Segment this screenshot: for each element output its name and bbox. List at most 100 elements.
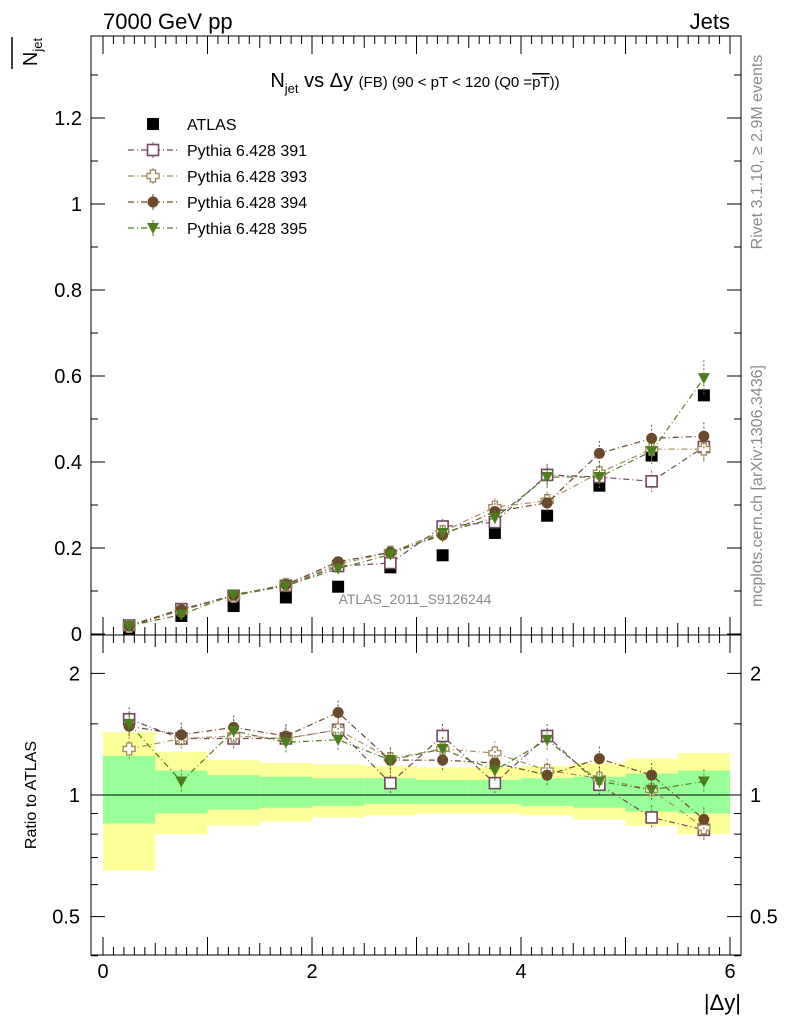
main-title-close: )): [550, 74, 560, 91]
ratio-line-Pythia 6.428 393: [129, 729, 705, 829]
data-point: [436, 549, 449, 562]
legend-marker: [147, 118, 159, 130]
ratio-line-Pythia 6.428 395: [128, 723, 704, 791]
main-ytick-label: 0.2: [54, 538, 82, 560]
data-point: [227, 600, 240, 613]
ratio-plot-frame: [90, 634, 742, 956]
legend-marker: [146, 169, 160, 183]
main-ytick-label: 1: [71, 194, 82, 216]
data-point: [541, 497, 553, 509]
legend-label: Pythia 6.428 394: [187, 195, 307, 212]
main-title-sub: jet: [284, 81, 299, 96]
ratio-point: [646, 769, 658, 781]
header-left-label: 7000 GeV pp: [103, 9, 233, 34]
main-ylabel-n: N: [20, 52, 42, 66]
ratio-ytick-label: 2: [69, 663, 80, 685]
ratio-point: [593, 753, 605, 765]
main-title-n: N: [270, 70, 284, 92]
ratio-xtick-label: 6: [724, 961, 735, 983]
ratio-ytick-label-right: 0.5: [750, 907, 778, 929]
main-ytick-label: 0.4: [54, 452, 82, 474]
ratio-xtick-label: 0: [97, 961, 108, 983]
ratio-axis-ticks: 0.5 0.5 1 1 2 2 0 2 4 6: [52, 635, 778, 983]
band-green: [259, 776, 312, 808]
data-point: [436, 527, 449, 539]
ratio-xtick-label: 2: [306, 961, 317, 983]
ratio-point: [697, 776, 710, 788]
band-green: [312, 778, 365, 806]
main-ytick-label: 0: [71, 624, 82, 646]
main-ylabel: Njet: [20, 38, 45, 67]
ratio-ytick-label: 1: [69, 785, 80, 807]
band-green: [207, 775, 260, 810]
data-point: [645, 475, 658, 488]
data-point: [697, 373, 710, 385]
ratio-point: [227, 726, 240, 738]
ratio-point: [123, 718, 136, 730]
ratio-series-layer: [122, 700, 711, 842]
main-ylabel-sub: jet: [30, 38, 45, 53]
data-point: [488, 526, 501, 539]
data-point: [227, 589, 240, 601]
legend-label: Pythia 6.428 391: [187, 143, 307, 160]
data-point: [593, 472, 606, 484]
main-ytick-label: 0.6: [54, 366, 82, 388]
series-line-Pythia 6.428 391: [128, 446, 705, 626]
legend-label: Pythia 6.428 393: [187, 169, 307, 186]
ratio-point: [488, 776, 502, 790]
legend-marker: [147, 223, 159, 234]
ratio-point: [645, 784, 658, 796]
main-axis-ticks: 0 0.2 0.4 0.6 0.8 1 1.2: [54, 36, 741, 646]
data-point: [488, 512, 501, 524]
ratio-point: [541, 734, 554, 746]
mcplots-label: mcplots.cern.ch [arXiv:1306.3436]: [749, 365, 766, 607]
band-green: [416, 779, 469, 804]
data-point: [697, 389, 710, 402]
data-point: [279, 580, 292, 592]
main-series-layer: [122, 360, 711, 635]
series-line-Pythia 6.428 393: [128, 448, 704, 627]
ratio-ylabel: Ratio to ATLAS: [23, 741, 40, 849]
band-green: [103, 755, 156, 824]
data-point: [541, 472, 554, 484]
data-point: [384, 549, 397, 561]
main-ytick-label: 0.8: [54, 280, 82, 302]
ratio-ytick-label-right: 1: [750, 785, 761, 807]
ratio-uncertainty-bands: [103, 732, 730, 871]
main-title-vs: vs Δy: [299, 70, 359, 92]
ratio-point: [593, 776, 606, 788]
ratio-ytick-label: 0.5: [52, 907, 80, 929]
data-point: [279, 591, 292, 604]
data-point: [332, 580, 345, 593]
ratio-point: [122, 742, 136, 756]
ratio-point: [384, 776, 397, 790]
ratio-point: [332, 707, 344, 719]
ratio-point: [488, 765, 501, 777]
ratio-point: [436, 729, 449, 743]
analysis-watermark: ATLAS_2011_S9126244: [339, 591, 492, 607]
data-point: [698, 430, 710, 442]
data-point: [123, 620, 136, 632]
ratio-point: [437, 754, 449, 766]
band-green: [521, 778, 574, 806]
data-point: [593, 447, 605, 459]
data-point: [645, 446, 658, 458]
main-title-fb: (FB): [359, 74, 388, 91]
header-right-label: Jets: [690, 9, 730, 34]
ratio-point: [279, 737, 292, 749]
data-point: [646, 432, 658, 444]
ratio-point: [175, 729, 187, 741]
legend-label: ATLAS: [187, 117, 237, 134]
main-ytick-label: 1.2: [54, 108, 82, 130]
main-title-ptbar: pT: [532, 74, 550, 91]
svg-text:Njet: Njet: [20, 38, 45, 67]
series-line-Pythia 6.428 395: [128, 377, 705, 627]
x-axis-label: |Δy|: [704, 990, 741, 1015]
data-point: [175, 609, 188, 621]
legend-label: Pythia 6.428 395: [187, 221, 307, 238]
mcplots-label-text: mcplots.cern.ch [arXiv:1306.3436]: [749, 365, 766, 607]
data-point: [541, 509, 554, 522]
ratio-point: [698, 813, 710, 825]
legend-marker: [146, 143, 160, 157]
